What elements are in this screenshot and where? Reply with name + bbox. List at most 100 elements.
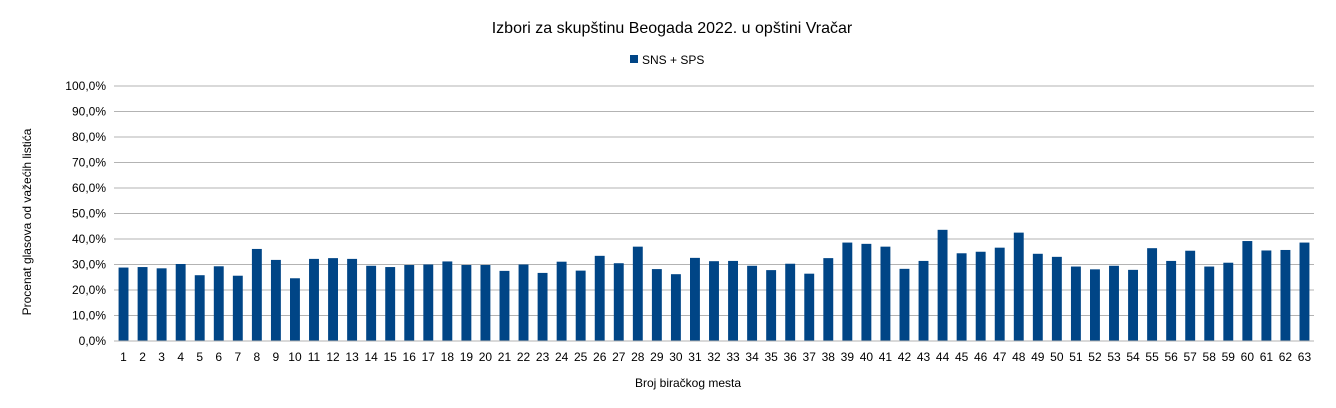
x-tick-label: 47 <box>993 350 1007 364</box>
x-tick-label: 41 <box>879 350 893 364</box>
bar-10 <box>290 278 300 341</box>
x-tick-label: 61 <box>1260 350 1274 364</box>
x-axis-label: Broj biračkog mesta <box>635 376 741 390</box>
bar-22 <box>518 264 529 341</box>
x-tick-labels: 1 2 3 4 5 6 7 8 9 10 11 12 13 14 15 16 17 18 19 20 21 22 23 24 2… <box>120 350 1311 364</box>
x-tick-label: 16 <box>403 350 417 364</box>
x-tick-label: 50 <box>1050 350 1064 364</box>
x-tick-label: 46 <box>974 350 988 364</box>
bar-56 <box>1166 260 1177 341</box>
x-tick-label: 59 <box>1222 350 1236 364</box>
x-tick-label: 24 <box>555 350 569 364</box>
bar-59 <box>1223 262 1234 341</box>
bar-53 <box>1109 265 1119 341</box>
chart-title: Izbori za skupštinu Beogada 2022. u opšt… <box>492 20 853 37</box>
bar-9 <box>270 259 281 341</box>
bar-6 <box>213 266 224 341</box>
bar-1 <box>118 267 129 341</box>
bar-34 <box>747 265 758 341</box>
x-tick-label: 17 <box>422 350 436 364</box>
x-tick-label: 4 <box>177 350 184 364</box>
bar-52 <box>1090 269 1100 341</box>
x-tick-label: 5 <box>196 350 203 364</box>
x-tick-label: 22 <box>517 350 531 364</box>
x-tick-label: 20 <box>479 350 493 364</box>
x-tick-label: 26 <box>593 350 607 364</box>
bar-50 <box>1051 256 1062 341</box>
y-tick-label: 70,0% <box>72 156 106 170</box>
bar-13 <box>347 258 358 341</box>
x-tick-label: 62 <box>1279 350 1293 364</box>
x-tick-label: 39 <box>841 350 855 364</box>
bar-27 <box>613 263 624 341</box>
bar-28 <box>632 246 643 341</box>
x-tick-label: 32 <box>707 350 721 364</box>
x-tick-label: 44 <box>936 350 950 364</box>
x-tick-label: 1 <box>120 350 127 364</box>
bar-2 <box>137 267 148 341</box>
x-tick-label: 63 <box>1298 350 1312 364</box>
x-tick-label: 60 <box>1241 350 1255 364</box>
bar-12 <box>328 258 338 341</box>
bar-32 <box>709 261 719 341</box>
x-tick-label: 56 <box>1164 350 1178 364</box>
y-tick-label: 60,0% <box>72 181 106 195</box>
bar-15 <box>385 267 396 341</box>
x-tick-label: 57 <box>1184 350 1198 364</box>
x-tick-label: 36 <box>784 350 798 364</box>
y-tick-labels: 0,0% 10,0% 20,0% 30,0% 40,0% 50,0% 60,0% 70,0% 8… <box>65 79 106 348</box>
bar-40 <box>861 243 872 341</box>
bar-48 <box>1013 232 1024 341</box>
y-axis-label: Procenat glasova od važećih listića <box>20 128 34 315</box>
bar-38 <box>823 258 834 341</box>
x-tick-label: 54 <box>1126 350 1140 364</box>
bar-63 <box>1299 242 1310 341</box>
bar-14 <box>366 265 377 341</box>
bar-37 <box>804 273 815 341</box>
bars <box>118 229 1310 341</box>
y-tick-label: 90,0% <box>72 105 106 119</box>
x-tick-label: 38 <box>822 350 836 364</box>
bar-51 <box>1070 266 1081 341</box>
x-tick-label: 34 <box>745 350 759 364</box>
bar-24 <box>556 261 567 341</box>
y-tick-label: 10,0% <box>72 309 106 323</box>
y-tick-label: 100,0% <box>65 79 106 93</box>
bar-21 <box>499 270 510 341</box>
bar-11 <box>309 258 319 341</box>
bar-20 <box>480 265 491 341</box>
x-tick-label: 10 <box>288 350 302 364</box>
bar-39 <box>842 242 853 341</box>
x-tick-label: 28 <box>631 350 645 364</box>
legend-swatch <box>630 55 638 63</box>
bar-33 <box>728 260 738 341</box>
bar-3 <box>156 268 167 341</box>
x-tick-label: 2 <box>139 350 146 364</box>
x-tick-label: 3 <box>158 350 165 364</box>
bar-29 <box>651 269 662 341</box>
bar-45 <box>956 253 967 341</box>
x-tick-label: 30 <box>669 350 683 364</box>
bar-5 <box>194 275 205 341</box>
bar-35 <box>766 270 777 341</box>
bar-26 <box>594 255 605 341</box>
legend-label: SNS + SPS <box>642 53 704 67</box>
bar-62 <box>1280 249 1291 341</box>
x-tick-label: 40 <box>860 350 874 364</box>
bar-60 <box>1242 241 1253 341</box>
x-tick-label: 23 <box>536 350 550 364</box>
bar-57 <box>1185 250 1196 341</box>
x-tick-label: 53 <box>1107 350 1121 364</box>
bar-58 <box>1204 266 1215 341</box>
y-tick-label: 80,0% <box>72 130 106 144</box>
x-tick-label: 45 <box>955 350 969 364</box>
x-tick-label: 31 <box>688 350 702 364</box>
x-tick-label: 35 <box>764 350 778 364</box>
bar-31 <box>690 257 700 341</box>
x-tick-label: 55 <box>1145 350 1159 364</box>
bar-44 <box>937 229 948 341</box>
x-tick-label: 43 <box>917 350 931 364</box>
x-tick-label: 48 <box>1012 350 1026 364</box>
x-tick-label: 9 <box>273 350 280 364</box>
